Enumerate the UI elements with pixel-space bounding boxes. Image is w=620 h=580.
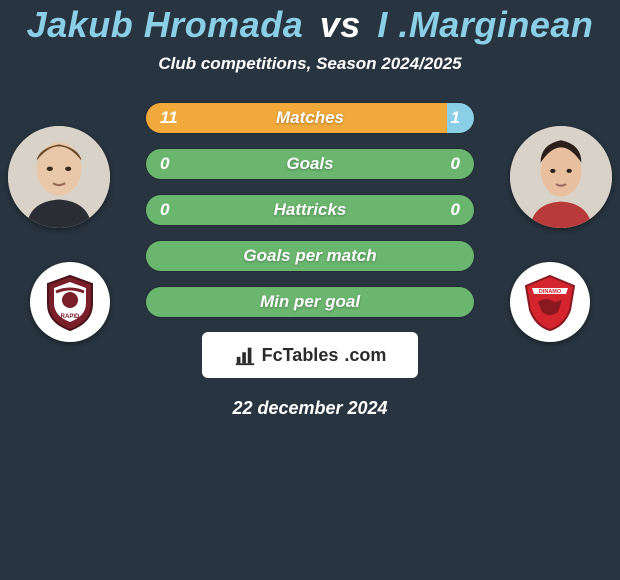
date-text: 22 december 2024 [0,398,620,419]
stat-row-goals-per-match: Goals per match [145,240,475,272]
player2-avatar [510,126,612,228]
stat-row-min-per-goal: Min per goal [145,286,475,318]
stat-label: Min per goal [146,287,474,317]
stat-label: Goals [146,149,474,179]
brand-text-main: FcTables [262,345,339,366]
player2-club-badge: DINAMO [510,262,590,342]
stat-value-right: 0 [437,149,474,179]
stat-value-right [446,241,474,271]
title-player2: I .Marginean [377,4,593,45]
stat-row-hattricks: 0 Hattricks 0 [145,194,475,226]
stat-value-right: 1 [437,103,474,133]
stat-label: Goals per match [146,241,474,271]
svg-text:DINAMO: DINAMO [539,289,562,295]
subtitle: Club competitions, Season 2024/2025 [0,54,620,74]
title-player1: Jakub Hromada [27,4,304,45]
brand-text-suffix: .com [344,345,386,366]
stat-value-right [446,287,474,317]
bar-chart-icon [234,344,256,366]
stat-row-matches: 11 Matches 1 [145,102,475,134]
player1-club-badge: RAPID [30,262,110,342]
comparison-card: Jakub Hromada vs I .Marginean Club compe… [0,0,620,419]
stat-value-right: 0 [437,195,474,225]
title: Jakub Hromada vs I .Marginean [0,4,620,46]
player2-avatar-svg [510,126,612,228]
brand-badge: FcTables.com [202,332,418,378]
club-right-svg: DINAMO [520,272,580,332]
stats-column: 11 Matches 1 0 Goals 0 0 Hattricks 0 Goa… [145,102,475,378]
stat-label: Matches [146,103,474,133]
stat-label: Hattricks [146,195,474,225]
stat-row-goals: 0 Goals 0 [145,148,475,180]
title-vs: vs [320,4,361,45]
club-left-svg: RAPID [40,272,100,332]
svg-text:RAPID: RAPID [61,314,80,320]
player1-avatar [8,126,110,228]
player1-avatar-svg [8,126,110,228]
